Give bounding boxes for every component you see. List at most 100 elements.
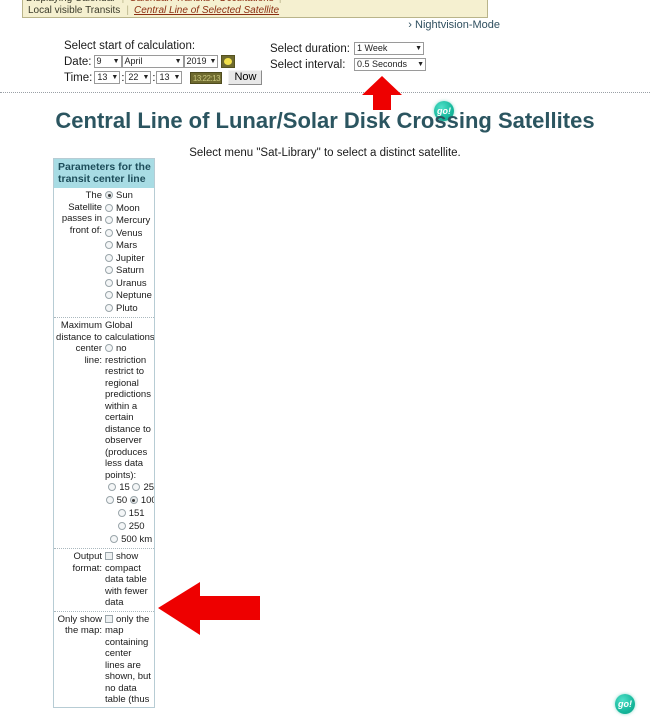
body-option-label: Sun [116, 190, 133, 201]
date-day-select[interactable]: 9 ▼ [93, 55, 122, 68]
nav-central-line-selected-satellite[interactable]: Central Line of Selected Satellite [134, 5, 280, 16]
distance-option-label: 500 km [121, 534, 153, 545]
radio-distance-50[interactable] [105, 496, 114, 504]
horizontal-divider [0, 92, 650, 93]
radio-uranus[interactable] [105, 278, 113, 287]
radio-moon[interactable] [105, 203, 113, 212]
no-restriction-option[interactable]: no restriction [105, 343, 154, 366]
distance-option-label: 151 [128, 508, 145, 519]
distance-option-151[interactable]: 151 [117, 508, 145, 519]
distance-option-500-km[interactable]: 500 km [110, 534, 152, 545]
page-title: Central Line of Lunar/Solar Disk Crossin… [55, 108, 595, 133]
radio-jupiter[interactable] [105, 253, 113, 262]
no-restriction-radio[interactable] [105, 344, 113, 352]
distance-option-50[interactable]: 50 [105, 495, 128, 506]
body-option-pluto[interactable]: Pluto [105, 303, 152, 316]
time-hour-select[interactable]: 13 ▼ [94, 71, 121, 84]
navbar-top-row[interactable]: Displaying Calendar | Calendar: Transits… [22, 0, 488, 5]
red-arrow-up-icon [362, 76, 402, 110]
output-format-body[interactable]: show compact data table with fewer data [105, 551, 152, 609]
time-hour-value: 13 [97, 72, 108, 82]
distance-option-label: 250 [128, 521, 145, 532]
calculation-start-block: Select start of calculation: Date: 9 ▼ A… [64, 40, 263, 85]
no-restriction-label: no restriction [105, 343, 147, 366]
radio-sun[interactable] [105, 191, 113, 199]
radio-pluto[interactable] [105, 303, 113, 312]
go-button-top[interactable]: go! [434, 101, 454, 121]
distance-option-label: 50 [116, 495, 128, 506]
radio-distance-250[interactable] [117, 522, 126, 530]
radio-mars[interactable] [105, 241, 113, 249]
red-arrow-left-icon [158, 582, 260, 635]
now-button[interactable]: Now [228, 70, 263, 85]
page-subtitle: Select menu "Sat-Library" to select a di… [189, 147, 461, 159]
duration-interval-block: Select duration: 1 Week ▼ Select interva… [270, 40, 426, 72]
radio-distance-100[interactable] [129, 496, 138, 504]
date-year-select[interactable]: 2019 ▼ [183, 55, 218, 68]
radio-distance-25[interactable] [132, 483, 141, 491]
date-month-select[interactable]: April ▼ [121, 55, 184, 68]
navbar-top-item-1[interactable]: Displaying Calendar [23, 0, 119, 4]
chevron-down-icon: ▼ [173, 74, 181, 81]
nav-local-visible-transits[interactable]: Local visible Transits [28, 5, 121, 16]
navbar-top-item-2[interactable]: Calendar: Transits / Occultations [127, 0, 276, 4]
body-option-label: Mars [116, 240, 138, 251]
body-option-label: Venus [116, 227, 143, 239]
duration-select[interactable]: 1 Week ▼ [354, 42, 424, 55]
time-minute-select[interactable]: 22 ▼ [125, 71, 152, 84]
radio-mercury[interactable] [105, 216, 113, 224]
distance-option-label: 100 [140, 495, 154, 506]
nightvision-mode-link[interactable]: › Nightvision-Mode [408, 19, 500, 31]
distance-option-15[interactable]: 15 [108, 482, 130, 493]
only-map-label: only the map containing center lines are… [105, 613, 151, 708]
radio-venus[interactable] [105, 228, 113, 237]
distance-option-25[interactable]: 25 [132, 482, 154, 493]
body-option-label: Saturn [116, 265, 144, 276]
chevron-down-icon: ▼ [111, 74, 119, 81]
body-option-uranus[interactable]: Uranus [105, 278, 152, 291]
distance-body: Global calculations: no restriction rest… [105, 320, 154, 546]
radio-distance-151[interactable] [117, 509, 126, 517]
body-option-label: Jupiter [116, 252, 145, 264]
only-map-checkbox[interactable] [105, 614, 113, 623]
radio-saturn[interactable] [105, 266, 113, 274]
body-options-list: Sun Moon Mercury Venus Mars Jupiter Saturn Uran… [105, 190, 152, 315]
interval-select[interactable]: 0.5 Seconds ▼ [354, 58, 426, 71]
compact-table-label: show compact data table with fewer data [105, 551, 148, 608]
radio-distance-500-km[interactable] [110, 535, 119, 543]
time-colon-2: : [152, 71, 156, 84]
date-label: Date: [64, 55, 92, 68]
time-label: Time: [64, 71, 93, 84]
body-option-moon[interactable]: Moon [105, 203, 152, 216]
start-of-calculation-heading: Select start of calculation: [64, 40, 196, 52]
lcd-clock-display: 13:22:13 [190, 71, 223, 84]
body-option-mars[interactable]: Mars [105, 240, 152, 253]
navbar-separator: | [122, 0, 125, 4]
calculation-form-area: Select start of calculation: Date: 9 ▼ A… [0, 38, 650, 121]
body-option-saturn[interactable]: Saturn [105, 265, 152, 278]
distance-option-250[interactable]: 250 [117, 521, 145, 532]
body-option-venus[interactable]: Venus [105, 228, 152, 241]
body-selection-label: The Satellite passes in front of: [61, 190, 102, 236]
navbar-second-row[interactable]: Local visible Transits | Central Line of… [22, 4, 488, 18]
only-show-map-body[interactable]: only the map containing center lines are… [105, 613, 152, 708]
body-option-mercury[interactable]: Mercury [105, 215, 152, 228]
distance-section: Maximum distance to center line: Global … [54, 318, 154, 549]
distance-options-list: 15 25 50 100 151 250 500 km [105, 481, 154, 546]
distance-option-100[interactable]: 100 [129, 495, 154, 506]
duration-value: 1 Week [357, 43, 388, 53]
time-second-select[interactable]: 13 ▼ [156, 71, 183, 84]
radio-distance-15[interactable] [108, 483, 117, 491]
calendar-icon[interactable] [220, 55, 235, 68]
radio-neptune[interactable] [105, 291, 113, 299]
distance-option-label: 25 [143, 482, 155, 493]
date-day-value: 9 [96, 56, 102, 66]
panel-header: Parameters for the transit center line [54, 159, 154, 188]
go-button-bottom[interactable]: go! [615, 694, 635, 714]
body-option-neptune[interactable]: Neptune [105, 290, 152, 303]
body-option-sun[interactable]: Sun [105, 190, 152, 203]
body-option-jupiter[interactable]: Jupiter [105, 253, 152, 266]
body-option-label: Moon [116, 202, 140, 214]
distance-label: Maximum distance to center line: [56, 320, 102, 366]
compact-table-checkbox[interactable] [105, 552, 113, 560]
